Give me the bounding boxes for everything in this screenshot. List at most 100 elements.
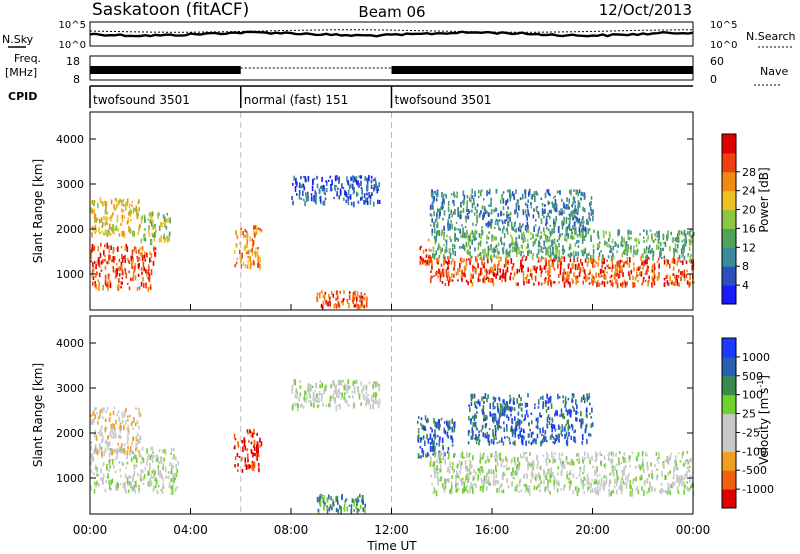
power-echo-cell	[494, 220, 497, 226]
power-echo-cell	[367, 196, 369, 199]
power-echo-cell	[335, 185, 337, 188]
velocity-echo-cell	[463, 456, 465, 459]
power-echo-cell	[470, 255, 473, 259]
power-echo-cell	[336, 295, 339, 300]
power-echo-cell	[122, 230, 125, 236]
velocity-echo-cell	[550, 423, 553, 428]
velocity-echo-cell	[595, 459, 597, 462]
power-echo-cell	[626, 281, 628, 286]
power-echo-cell	[569, 254, 571, 257]
velocity-echo-cell	[543, 471, 546, 476]
power-echo-cell	[612, 252, 614, 257]
velocity-echo-cell	[325, 404, 328, 407]
power-echo-cell	[98, 218, 101, 224]
power-echo-cell	[436, 212, 438, 219]
velocity-echo-cell	[452, 468, 455, 474]
velocity-echo-cell	[596, 453, 598, 457]
power-echo-cell	[356, 181, 358, 185]
power-echo-cell	[535, 238, 537, 241]
velocity-echo-cell	[469, 471, 472, 475]
power-echo-cell	[570, 228, 573, 231]
velocity-echo-cell	[470, 481, 472, 488]
velocity-echo-cell	[639, 475, 642, 481]
velocity-echo-cell	[545, 475, 548, 480]
velocity-echo-cell	[447, 435, 450, 439]
velocity-echo-cell	[446, 431, 449, 437]
power-echo-cell	[643, 248, 646, 254]
velocity-echo-cell	[352, 395, 354, 399]
power-echo-cell	[149, 257, 151, 263]
velocity-echo-cell	[656, 468, 658, 471]
power-echo-cell	[505, 200, 507, 206]
velocity-echo-cell	[561, 424, 564, 430]
power-echo-cell	[598, 252, 601, 257]
velocity-echo-cell	[635, 476, 637, 482]
velocity-echo-cell	[554, 438, 556, 444]
velocity-echo-cell	[253, 446, 256, 452]
velocity-echo-cell	[434, 451, 436, 456]
power-echo-cell	[515, 228, 518, 233]
power-echo-cell	[574, 264, 577, 270]
power-echo-cell	[91, 247, 93, 253]
velocity-echo-cell	[495, 464, 497, 471]
velocity-echo-cell	[365, 384, 368, 391]
power-echo-cell	[437, 261, 439, 265]
power-echo-cell	[531, 277, 533, 281]
power-echo-cell	[147, 218, 150, 221]
velocity-echo-cell	[568, 480, 571, 484]
power-echo-cell	[139, 224, 141, 228]
velocity-echo-cell	[486, 455, 489, 462]
velocity-echo-cell	[436, 421, 439, 426]
power-echo-cell	[305, 196, 308, 202]
power-echo-cell	[592, 215, 594, 222]
velocity-echo-cell	[570, 458, 573, 464]
power-echo-cell	[671, 258, 674, 264]
velocity-echo-cell	[175, 456, 177, 461]
power-echo-cell	[536, 206, 539, 208]
velocity-echo-cell	[480, 477, 483, 481]
power-echo-cell	[108, 223, 111, 230]
velocity-echo-cell	[103, 407, 105, 412]
velocity-echo-cell	[469, 407, 471, 413]
velocity-echo-cell	[563, 484, 566, 488]
velocity-echo-cell	[343, 503, 346, 507]
power-echo-cell	[450, 262, 453, 265]
velocity-echo-cell	[106, 476, 108, 479]
power-echo-cell	[612, 282, 614, 287]
velocity-echo-cell	[129, 476, 132, 479]
velocity-echo-cell	[330, 384, 332, 389]
power-echo-cell	[656, 260, 659, 263]
velocity-echo-cell	[136, 446, 138, 450]
velocity-echo-cell	[335, 385, 337, 391]
velocity-echo-cell	[99, 414, 102, 418]
power-echo-cell	[468, 196, 471, 202]
velocity-echo-cell	[684, 460, 687, 465]
velocity-echo-cell	[582, 483, 584, 488]
velocity-echo-cell	[127, 415, 129, 418]
power-echo-cell	[576, 212, 579, 215]
velocity-echo-cell	[568, 431, 570, 437]
power-echo-cell	[621, 265, 623, 271]
power-echo-cell	[91, 226, 94, 229]
power-echo-cell	[559, 233, 561, 237]
power-echo-cell	[292, 182, 294, 186]
power-echo-cell	[543, 281, 546, 284]
power-echo-cell	[638, 241, 640, 244]
velocity-echo-cell	[432, 463, 434, 467]
power-echo-cell	[434, 190, 437, 195]
velocity-echo-cell	[93, 489, 96, 494]
velocity-echo-cell	[478, 468, 481, 473]
power-echo-cell	[436, 190, 439, 197]
power-echo-cell	[553, 196, 555, 199]
velocity-echo-cell	[486, 486, 488, 492]
time-tick-label-0: 00:00	[73, 523, 108, 537]
power-echo-cell	[628, 273, 631, 276]
velocity-echo-cell	[170, 463, 173, 469]
power-echo-cell	[421, 260, 424, 265]
velocity-echo-cell	[357, 390, 360, 396]
velocity-echo-cell	[485, 435, 488, 439]
power-echo-cell	[335, 304, 338, 309]
velocity-echo-cell	[509, 406, 511, 412]
velocity-echo-cell	[542, 404, 544, 410]
power-echo-cell	[121, 199, 123, 206]
